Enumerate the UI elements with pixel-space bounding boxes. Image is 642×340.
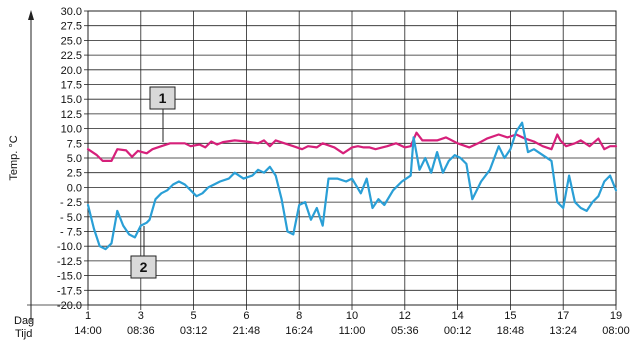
x-tick-label-time: 08:00: [602, 325, 630, 337]
y-tick-label: 25.0: [61, 35, 82, 47]
x-tick-label-day: 17: [557, 310, 569, 322]
y-tick-label: 17.5: [61, 80, 82, 92]
x-tick-label-day: 3: [138, 310, 144, 322]
x-axis-label-time: Tijd: [15, 328, 32, 340]
y-tick-label: -12.5: [57, 256, 82, 268]
y-axis-label: Temp. °C: [8, 135, 20, 180]
x-tick-label-day: 6: [243, 310, 249, 322]
y-tick-label: 2.5: [67, 168, 82, 180]
callout-label-1: 1: [159, 90, 167, 106]
y-tick-label: - 7.5: [60, 227, 82, 239]
y-tick-label: 12.5: [61, 109, 82, 121]
x-tick-label-time: 18:48: [497, 325, 525, 337]
callout-box-1: [149, 86, 176, 110]
y-tick-label: 15.0: [61, 94, 82, 106]
y-tick-label: 0.0: [67, 182, 82, 194]
y-tick-label: 10.0: [61, 124, 82, 136]
y-tick-label: 5.0: [67, 153, 82, 165]
x-tick-label-day: 15: [504, 310, 516, 322]
y-tick-label: -20.0: [57, 300, 82, 312]
series-layer: [86, 121, 618, 251]
x-tick-label-time: 05:36: [391, 325, 419, 337]
x-tick-label-time: 21:48: [233, 325, 261, 337]
grid: [87, 10, 617, 306]
y-tick-label: -15.0: [57, 271, 82, 283]
x-tick-label-time: 16:24: [285, 325, 313, 337]
callouts: 12: [130, 86, 176, 279]
x-tick-label-time: 11:00: [339, 325, 366, 337]
series-line-2: [86, 121, 618, 251]
y-tick-label: 20.0: [61, 65, 82, 77]
y-tick-label: - 5.0: [60, 212, 82, 224]
y-tick-label: -17.5: [57, 285, 82, 297]
x-tick-label-time: 08:36: [127, 325, 155, 337]
x-tick-label-time: 03:12: [180, 325, 208, 337]
y-tick-label: - 2.5: [60, 197, 82, 209]
x-tick-label-day: 19: [610, 310, 622, 322]
y-tick-label: 7.5: [67, 138, 82, 150]
x-tick-label-day: 14: [451, 310, 463, 322]
x-tick-label-time: 14:00: [74, 325, 102, 337]
callout-box-2: [130, 255, 157, 279]
x-tick-label-day: 8: [296, 310, 302, 322]
y-tick-label: -10.0: [57, 241, 82, 253]
x-tick-label-day: 12: [399, 310, 411, 322]
arrow-up-icon: [28, 10, 34, 20]
callout-label-2: 2: [140, 259, 148, 275]
y-tick-label: 22.5: [61, 50, 82, 62]
y-tick-label: 30.0: [61, 6, 82, 18]
x-tick-label-day: 5: [191, 310, 197, 322]
x-tick-label-time: 13:24: [549, 325, 577, 337]
x-axis-label-day: Dag: [14, 315, 34, 327]
x-tick-label-day: 10: [346, 310, 358, 322]
y-tick-label: 27.5: [61, 21, 82, 33]
y-axis: 30.027.525.022.520.017.515.012.510.07.55…: [27, 6, 88, 322]
x-axis: 1 14:00 3 08:36 5 03:12 6 21:48 8 16:24 10 11:00 12 0…: [74, 305, 630, 337]
x-tick-label-time: 00:12: [444, 325, 472, 337]
x-tick-label-day: 1: [85, 310, 91, 322]
series-line-1: [86, 131, 618, 162]
